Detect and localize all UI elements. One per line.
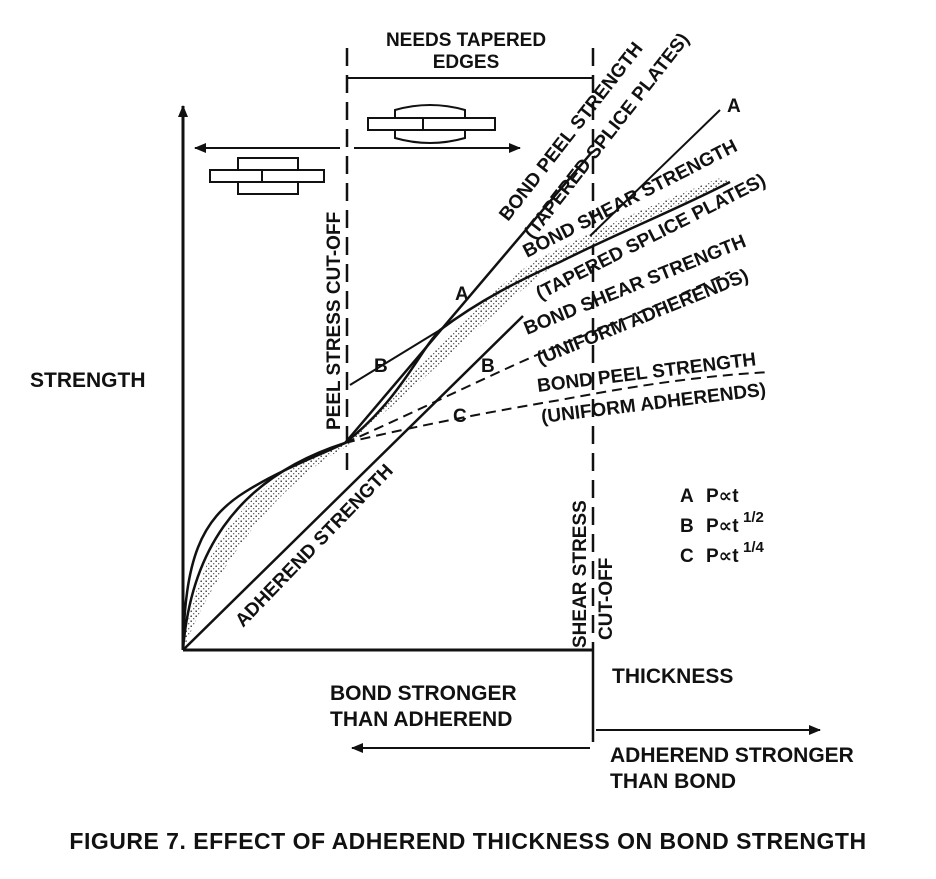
adherend-stronger-label-2: THAN BOND — [610, 770, 736, 793]
legend-letter-a: A — [680, 486, 694, 507]
legend-relation-a: P∝t — [706, 486, 739, 507]
legend-exponent-c: 1/4 — [743, 539, 765, 556]
marker-b-mid: B — [481, 356, 495, 377]
shear-cutoff-label-2: CUT-OFF — [596, 558, 617, 640]
legend-relation-b: P∝t — [706, 516, 739, 537]
adherend-strength-line — [182, 315, 524, 651]
figure-caption: FIGURE 7. EFFECT OF ADHEREND THICKNESS O… — [69, 828, 866, 854]
marker-c-mid: C — [453, 406, 467, 427]
bond-shear-uniform-dashed — [344, 271, 731, 444]
legend: A P∝t B P∝t 1/2 C P∝t 1/4 — [680, 486, 765, 567]
marker-b-left: B — [374, 356, 388, 377]
legend-exponent-b: 1/2 — [743, 509, 764, 526]
needs-tapered-label-1: NEEDS TAPERED — [386, 30, 546, 51]
legend-relation-c: P∝t — [706, 546, 739, 567]
needs-tapered-label-2: EDGES — [433, 52, 500, 73]
bond-stronger-label-1: BOND STRONGER — [330, 682, 517, 705]
tapered-joint-icon — [367, 104, 496, 144]
line-b-left — [349, 329, 441, 386]
legend-letter-b: B — [680, 516, 694, 537]
y-axis-label: STRENGTH — [30, 369, 146, 392]
bond-peel-tapered-line — [344, 151, 593, 444]
x-axis-label: THICKNESS — [612, 665, 733, 688]
bond-initial-curve — [181, 441, 346, 651]
marker-a-upper: A — [727, 96, 741, 117]
uniform-joint-icon — [209, 157, 325, 195]
marker-a-mid: A — [455, 284, 469, 305]
peel-cutoff-label: PEEL STRESS CUT-OFF — [324, 212, 345, 430]
line-a-extension — [589, 109, 721, 237]
legend-letter-c: C — [680, 546, 694, 567]
bond-peel-uniform-dashed — [344, 371, 771, 444]
shear-cutoff-label-1: SHEAR STRESS — [570, 500, 591, 648]
bond-stronger-label-2: THAN ADHEREND — [330, 708, 512, 731]
adherend-stronger-label-1: ADHEREND STRONGER — [610, 744, 854, 767]
bond-shear-tapered-curve — [181, 180, 731, 651]
